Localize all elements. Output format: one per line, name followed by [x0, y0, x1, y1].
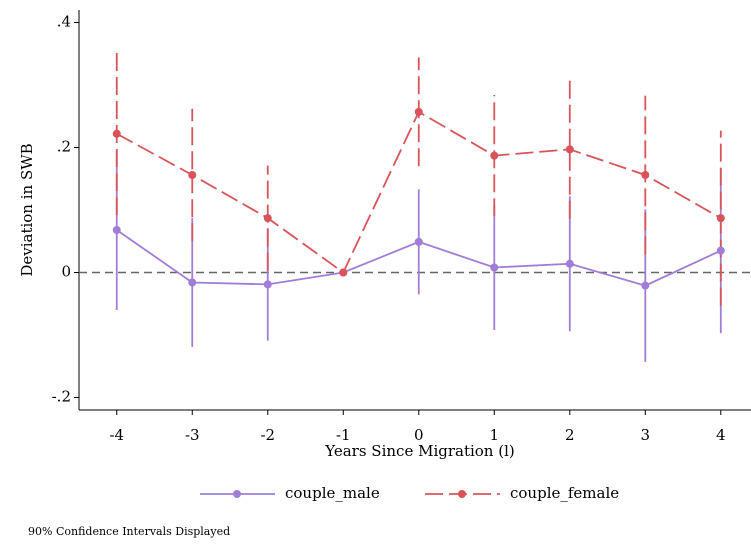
x-tick-label: -4 [109, 426, 124, 444]
x-tick-label: -3 [185, 426, 200, 444]
legend-marker [233, 490, 241, 498]
point [263, 214, 272, 223]
y-tick-label: -.2 [52, 388, 71, 406]
legend-label: couple_male [285, 484, 380, 502]
legend-marker [458, 490, 466, 498]
point [716, 246, 725, 255]
point [112, 129, 121, 138]
x-tick-label: 0 [414, 426, 424, 444]
point [112, 226, 121, 234]
y-tick-label: 0 [61, 263, 71, 281]
x-axis-label: Years Since Migration (l) [324, 442, 515, 460]
point [414, 237, 423, 246]
point [716, 214, 725, 223]
point [490, 263, 499, 272]
point [414, 107, 423, 116]
x-tick-label: 2 [565, 426, 575, 444]
point [565, 145, 574, 154]
x-tick-label: -2 [260, 426, 275, 444]
point [490, 151, 499, 160]
x-tick-label: 4 [716, 426, 726, 444]
y-tick-label: .4 [57, 13, 71, 31]
point [641, 171, 650, 179]
x-tick-label: 1 [490, 426, 500, 444]
point [188, 278, 197, 287]
point [641, 281, 650, 290]
note: 90% Confidence Intervals Displayed [28, 525, 230, 538]
y-tick-label: .2 [57, 138, 71, 156]
point [188, 171, 197, 179]
y-axis-label: Deviation in SWB [18, 143, 36, 276]
point [339, 268, 348, 277]
point [565, 259, 574, 268]
x-tick-label: -1 [336, 426, 351, 444]
point [263, 280, 272, 289]
legend-label: couple_female [510, 484, 619, 502]
x-tick-label: 3 [641, 426, 651, 444]
